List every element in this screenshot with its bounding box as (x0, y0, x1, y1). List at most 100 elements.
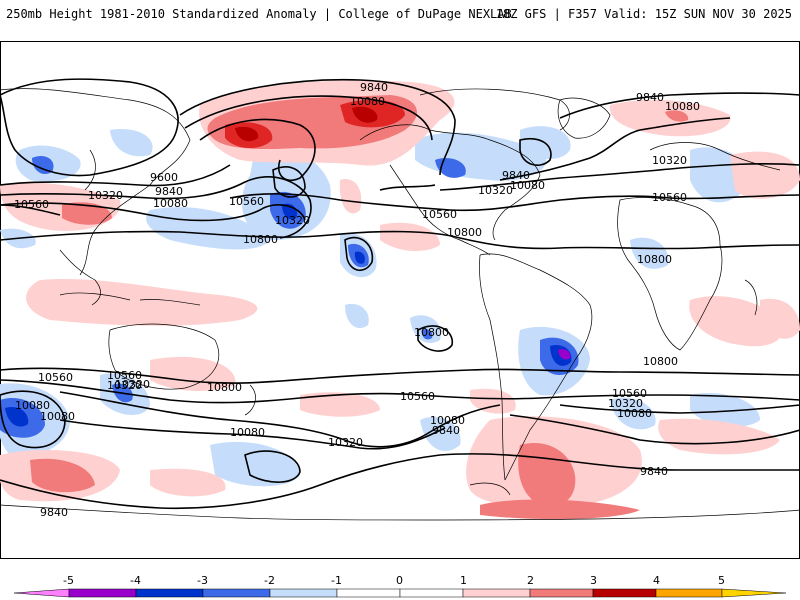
contour-label: 10560 (229, 195, 264, 208)
pos-anomaly-region (30, 458, 95, 493)
colorbar-segment (202, 588, 271, 598)
contour-10320 (439, 162, 800, 191)
colorbar-segment (399, 588, 464, 598)
contour-label: 10800 (447, 226, 482, 239)
contour-closed-low (272, 166, 306, 198)
colorbar-segment (462, 588, 531, 598)
contour-label: 10800 (637, 253, 672, 266)
neg-anomaly-region (610, 397, 656, 430)
colorbar-tick: 5 (718, 574, 725, 587)
colorbar-segment (592, 588, 657, 598)
contour-label: 10080 (350, 95, 385, 108)
colorbar-segment (336, 588, 401, 598)
contour-label: 9840 (640, 465, 668, 478)
contour-label: 9840 (636, 91, 664, 104)
pos-anomaly-region (150, 468, 226, 497)
contour-10560 (229, 193, 800, 212)
colorbar-tick: -4 (130, 574, 141, 587)
neg-anomaly-region (354, 251, 365, 264)
neg-anomaly-region (420, 416, 461, 452)
colorbar-tick: 1 (460, 574, 467, 587)
contour-label: 10800 (207, 381, 242, 394)
pos-anomaly-region (480, 499, 640, 520)
contour-10320 (0, 202, 306, 222)
colorbar-segment (68, 588, 137, 598)
contour-closed-high (417, 325, 453, 352)
contour-label: 10320 (478, 184, 513, 197)
contour-10800 (0, 230, 800, 250)
contour-label: 10080 (510, 179, 545, 192)
colorbar-segment-lt-neg5 (13, 588, 70, 598)
contour-label: 9840 (40, 506, 68, 519)
contour-label: 9840 (360, 81, 388, 94)
pos-anomaly-region (62, 202, 112, 225)
contour-label: 10320 (88, 189, 123, 202)
contour-label: 10320 (608, 397, 643, 410)
contour-10560 (0, 204, 61, 216)
contour-label: 10560 (652, 191, 687, 204)
neg-anomaly-region (32, 155, 54, 175)
contour-label: 10080 (15, 399, 50, 412)
contour-label: 9840 (432, 424, 460, 437)
contour-label: 10080 (617, 407, 652, 420)
coastlines (0, 88, 800, 521)
contour-label: 10320 (652, 154, 687, 167)
contour-10080 (0, 390, 66, 449)
pos-anomaly-region (26, 278, 258, 326)
pos-anomaly-region (380, 222, 440, 252)
contour-labels: 9840 10080 9840 10080 9600 9840 10080 10… (14, 81, 700, 519)
contour-label: 10560 (422, 208, 457, 221)
neg-anomaly-region (630, 237, 669, 269)
neg-anomaly-region (558, 349, 571, 360)
contour-10800 (0, 367, 800, 384)
contour-10080 (0, 176, 312, 239)
pos-anomaly-region (235, 126, 259, 142)
contour-label: 10560 (612, 387, 647, 400)
colorbar-segment (135, 588, 204, 598)
contour-10080 (184, 95, 433, 141)
neg-anomaly-region (345, 303, 369, 329)
contour-9840 (0, 78, 179, 177)
colorbar-tick: -5 (63, 574, 74, 587)
contour-9840 (509, 414, 800, 445)
pos-anomaly-region (665, 110, 689, 122)
pos-anomaly-region (352, 106, 378, 123)
contour-label: 10800 (414, 326, 449, 339)
pos-anomaly-region (658, 418, 780, 455)
pos-anomaly-region (760, 298, 800, 339)
pos-anomaly-region (339, 179, 362, 214)
pos-anomaly-region (689, 296, 783, 347)
contour-label: 10560 (14, 198, 49, 211)
contour-10080 (59, 419, 446, 450)
contour-10560 (379, 184, 436, 191)
contour-label: 10080 (40, 410, 75, 423)
neg-anomaly-region (5, 406, 29, 427)
contour-label: 10320 (107, 379, 142, 392)
pos-anomaly-region (300, 392, 380, 417)
contour-label: 10800 (243, 233, 278, 246)
map-title: 250mb Height 1981-2010 Standardized Anom… (6, 7, 512, 21)
colorbar-tick: 3 (590, 574, 597, 587)
contour-label: 10080 (430, 414, 465, 427)
contour-closed-low (519, 138, 552, 166)
contour-label: 10320 (275, 214, 310, 227)
colorbar-tick: -1 (331, 574, 342, 587)
contour-closed-low (344, 236, 374, 271)
contour-closed-low (244, 450, 301, 483)
model-run-info: 18Z GFS | F357 Valid: 15Z SUN NOV 30 202… (495, 7, 792, 21)
contour-label: 10560 (38, 371, 73, 384)
colorbar-tick: 0 (396, 574, 403, 587)
contour-10560 (0, 379, 800, 404)
contour-label: 10080 (230, 426, 265, 439)
contour-label: 10560 (400, 390, 435, 403)
contour-label: 10080 (665, 100, 700, 113)
colorbar-tick: 4 (653, 574, 660, 587)
colorbar-tick: -2 (264, 574, 275, 587)
contour-9840 (0, 164, 231, 187)
contour-label: 10800 (643, 355, 678, 368)
contour-9840 (179, 78, 456, 176)
contour-9840 (559, 92, 800, 119)
colorbar-segment (269, 588, 338, 598)
contour-label: 10080 (153, 197, 188, 210)
